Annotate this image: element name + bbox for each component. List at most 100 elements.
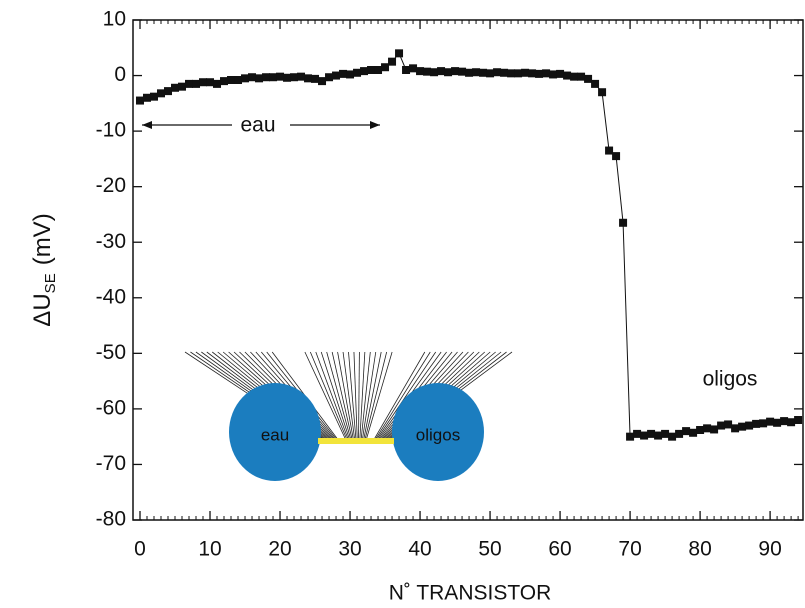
data-point	[346, 70, 355, 79]
data-point	[325, 73, 334, 82]
data-point	[374, 66, 383, 74]
y-label-unit: (mV)	[29, 213, 56, 265]
data-point	[535, 69, 544, 78]
data-point	[717, 421, 726, 430]
data-point	[416, 67, 425, 76]
data-point	[290, 73, 299, 82]
arrow-head	[142, 121, 152, 129]
data-point	[654, 431, 663, 440]
data-point	[605, 146, 614, 155]
data-point	[213, 79, 222, 88]
x-tick-label: 90	[758, 538, 781, 561]
data-point	[220, 77, 229, 86]
y-tick-label: -50	[96, 341, 126, 364]
data-point	[724, 420, 733, 429]
data-point	[395, 49, 404, 58]
data-point	[696, 426, 705, 434]
data-point	[528, 69, 537, 78]
data-point	[507, 69, 516, 78]
fan-line	[337, 351, 354, 441]
annotation: eau	[240, 114, 275, 137]
fan-line	[309, 351, 348, 441]
y-tick-label: -70	[96, 452, 126, 475]
arrow-head	[370, 121, 380, 129]
data-point	[626, 432, 635, 441]
data-point	[136, 96, 145, 105]
data-point	[178, 82, 187, 91]
data-point	[647, 429, 656, 438]
data-point	[479, 68, 488, 77]
fan-line	[326, 351, 352, 441]
data-point	[388, 57, 397, 66]
x-tick-label: 10	[198, 538, 221, 561]
x-tick-label: 0	[134, 538, 146, 561]
fan-line	[348, 351, 357, 441]
plot-frame	[132, 19, 804, 521]
inset-label: oligos	[416, 425, 460, 444]
data-point	[360, 67, 369, 76]
x-tick-label: 80	[688, 538, 711, 561]
data-point	[150, 92, 159, 101]
data-point	[773, 418, 782, 427]
data-point	[472, 68, 481, 77]
y-tick-label: -10	[96, 119, 126, 142]
y-label-main: ΔU	[29, 293, 56, 326]
x-tick-label: 50	[478, 538, 501, 561]
data-point	[668, 432, 677, 441]
inset-circle	[229, 383, 321, 481]
data-point	[339, 69, 348, 78]
data-point	[542, 69, 551, 78]
data-point	[661, 429, 670, 438]
data-point	[731, 424, 740, 433]
data-point	[591, 79, 600, 88]
fan-line	[342, 351, 356, 441]
fan-line	[375, 351, 437, 441]
x-tick-label: 20	[268, 538, 291, 561]
data-point	[444, 68, 453, 77]
fan-line	[374, 351, 431, 441]
data-point	[248, 73, 257, 82]
data-point	[584, 74, 593, 83]
data-point	[304, 74, 313, 83]
inset-circle	[392, 383, 484, 481]
fan-line	[365, 351, 393, 441]
fan-line	[373, 351, 426, 441]
data-point	[745, 421, 754, 430]
data-point	[514, 69, 523, 78]
fan-line	[361, 351, 377, 441]
data-point	[682, 427, 691, 436]
fan-line	[320, 351, 351, 441]
data-point	[570, 72, 579, 81]
data-point	[164, 87, 173, 96]
data-point	[619, 218, 628, 227]
data-point	[465, 68, 474, 77]
data-point	[752, 419, 761, 428]
data-point	[262, 73, 271, 82]
data-point	[367, 66, 376, 74]
x-tick-label: 70	[618, 538, 641, 561]
data-point	[157, 89, 166, 98]
x-tick-label: 30	[338, 538, 361, 561]
data-point	[311, 74, 320, 83]
data-point	[171, 83, 180, 92]
data-point	[276, 72, 285, 81]
data-point	[486, 69, 495, 78]
fan-line	[353, 351, 358, 441]
x-axis-label: N˚ TRANSISTOR	[389, 582, 552, 605]
data-point	[353, 68, 362, 77]
fan-line	[364, 351, 388, 441]
data-point	[283, 73, 292, 82]
data-point	[612, 152, 621, 161]
data-point	[640, 431, 649, 440]
data-point	[437, 67, 446, 76]
y-label-sub: SE	[42, 273, 59, 293]
data-point	[269, 73, 278, 82]
data-point	[430, 68, 439, 77]
data-point	[780, 417, 789, 426]
data-point	[563, 71, 572, 80]
data-point	[423, 67, 432, 76]
y-tick-label: -80	[96, 508, 126, 531]
y-axis-label: ΔUSE (mV)	[29, 213, 59, 326]
y-tick-label: -60	[96, 396, 126, 419]
data-point	[549, 70, 558, 79]
